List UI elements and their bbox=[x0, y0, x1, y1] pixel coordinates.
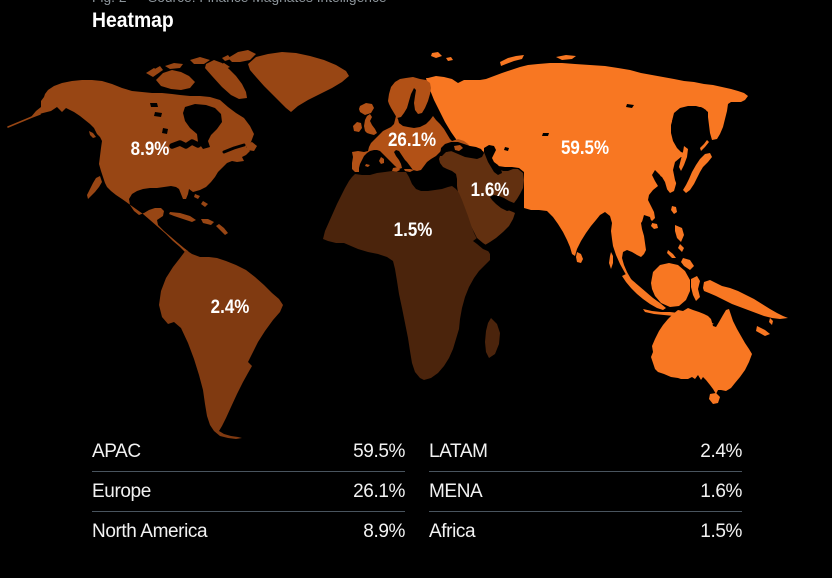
svg-text:2.4%: 2.4% bbox=[211, 295, 250, 317]
svg-text:26.1%: 26.1% bbox=[388, 128, 436, 150]
svg-text:59.5%: 59.5% bbox=[561, 136, 609, 158]
svg-text:8.9%: 8.9% bbox=[131, 137, 170, 159]
svg-text:1.5%: 1.5% bbox=[394, 218, 433, 240]
svg-text:1.6%: 1.6% bbox=[471, 178, 510, 200]
